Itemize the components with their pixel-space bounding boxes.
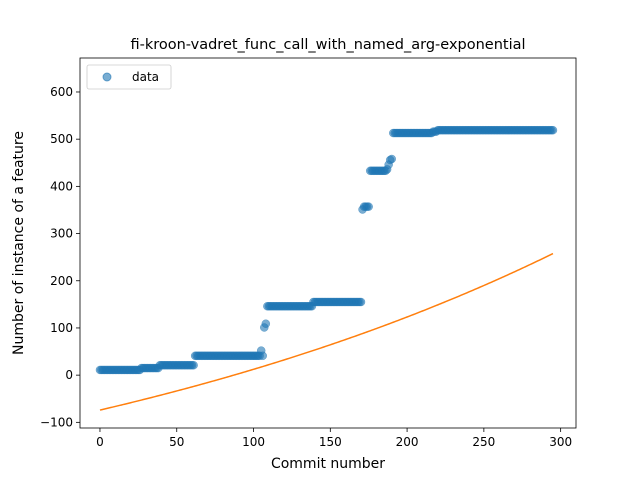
data-point — [356, 297, 366, 307]
chart-title: fi-kroon-vadret_func_call_with_named_arg… — [130, 37, 525, 53]
x-axis: 0 50 100 150 200 250 300 — [96, 428, 572, 449]
y-tick-label: −100 — [40, 415, 73, 429]
x-tick-label: 300 — [549, 435, 572, 449]
y-tick-label: 400 — [50, 179, 73, 193]
y-tick-label: 500 — [50, 132, 73, 146]
fit-line — [99, 252, 554, 411]
data-point — [387, 154, 396, 164]
x-tick-label: 150 — [319, 435, 342, 449]
data-point — [548, 125, 558, 135]
legend-data-label: data — [132, 70, 159, 84]
legend-data-marker — [102, 72, 112, 82]
x-tick-label: 200 — [396, 435, 419, 449]
y-tick-label: 300 — [50, 227, 73, 241]
data-point — [189, 360, 198, 370]
data-point — [258, 351, 267, 361]
x-tick-label: 50 — [169, 435, 184, 449]
plot-area — [95, 125, 558, 411]
data-point — [364, 202, 373, 211]
x-axis-label: Commit number — [271, 456, 385, 472]
y-tick-label: 100 — [50, 321, 73, 335]
x-tick-label: 250 — [472, 435, 495, 449]
y-tick-label: 600 — [50, 85, 73, 99]
y-tick-label: 0 — [65, 368, 73, 382]
legend-box — [86, 64, 172, 90]
y-tick-label: 200 — [50, 274, 73, 288]
plot-frame — [79, 57, 577, 429]
y-axis-label: Number of instance of a feature — [11, 131, 27, 355]
y-axis: −100 0 100 200 300 400 500 600 — [40, 85, 80, 429]
x-tick-label: 0 — [96, 435, 104, 449]
data-point — [261, 319, 271, 328]
x-tick-label: 100 — [242, 435, 265, 449]
legend: data — [86, 64, 172, 90]
